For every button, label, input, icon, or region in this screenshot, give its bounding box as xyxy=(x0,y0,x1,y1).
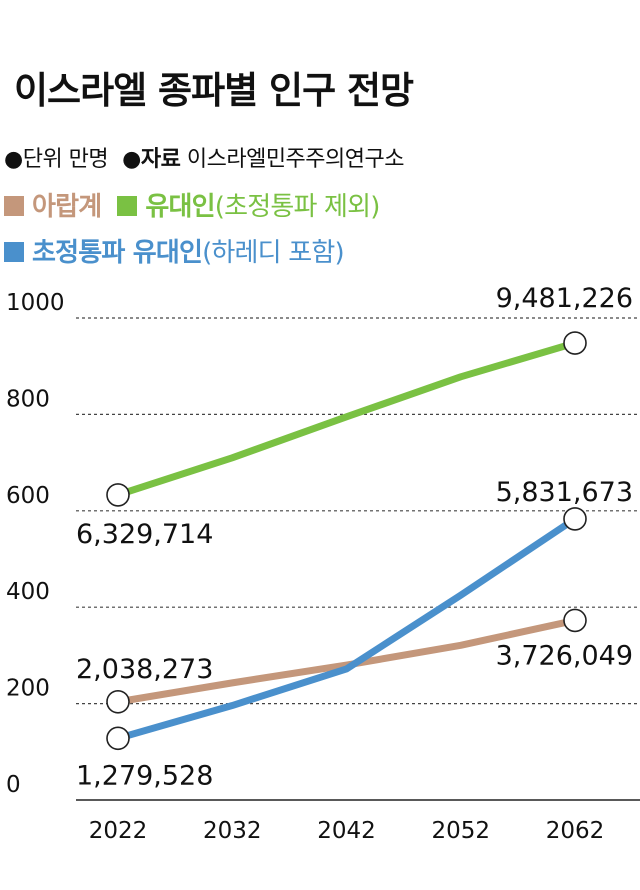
y-tick-label-800: 800 xyxy=(6,386,50,412)
source-text: 이스라엘민주주의연구소 xyxy=(186,147,405,172)
legend-label-jewish: 유대인 xyxy=(145,192,215,222)
legend-swatch-arab xyxy=(4,196,24,216)
unit-bullet: ● xyxy=(4,147,23,172)
marker-start-arab xyxy=(106,689,130,714)
y-tick-label-400: 400 xyxy=(6,579,50,605)
series-line-haredi xyxy=(114,515,579,742)
x-tick-label-2062: 2062 xyxy=(546,818,605,844)
x-tick-label-2032: 2032 xyxy=(203,818,262,844)
series-line-jewish xyxy=(114,339,579,499)
source-bullet: ● xyxy=(122,147,141,172)
unit-text: 단위 만명 xyxy=(22,147,109,172)
marker-start-jewish xyxy=(106,483,130,507)
y-axis-ticks: 0 200 400 600 800 1000 xyxy=(6,290,65,798)
legend-row-2: 초정통파 유대인(하레디 포함) xyxy=(4,232,345,269)
marker-start-haredi xyxy=(106,726,130,751)
x-tick-label-2022: 2022 xyxy=(89,818,148,844)
legend-swatch-jewish xyxy=(117,196,138,216)
data-label-end-arab: 3,726,049 xyxy=(496,640,633,671)
x-tick-label-2052: 2052 xyxy=(431,818,490,844)
y-tick-label-1000: 1000 xyxy=(6,290,65,316)
data-label-end-haredi: 5,831,673 xyxy=(496,477,633,508)
marker-end-arab xyxy=(563,608,587,633)
legend-qualifier-haredi: (하레디 포함) xyxy=(202,238,345,268)
legend-row-1: 아랍계 유대인(초정통파 제외) xyxy=(4,186,380,223)
data-labels: 2,038,273 3,726,049 6,329,714 9,481,226 1,27… xyxy=(76,283,633,791)
data-label-start-haredi: 1,279,528 xyxy=(76,760,213,791)
x-axis-ticks: 2022 2032 2042 2052 2062 xyxy=(89,818,605,844)
data-label-start-jewish: 6,329,714 xyxy=(76,519,213,550)
series-lines xyxy=(114,339,579,742)
y-tick-label-600: 600 xyxy=(6,483,50,509)
x-tick-label-2042: 2042 xyxy=(317,818,376,844)
chart-meta: ●단위 만명 ●자료 이스라엘민주주의연구소 xyxy=(4,141,405,173)
data-label-start-arab: 2,038,273 xyxy=(76,654,213,685)
chart-title: 이스라엘 종파별 인구 전망 xyxy=(14,69,414,112)
gridlines xyxy=(76,317,640,801)
data-label-end-jewish: 9,481,226 xyxy=(496,283,633,314)
legend-swatch-haredi xyxy=(4,242,24,262)
marker-end-haredi xyxy=(563,507,587,531)
legend-qualifier-jewish: (초정통파 제외) xyxy=(214,192,381,222)
series-markers xyxy=(106,331,587,751)
source-key: 자료 xyxy=(140,147,181,172)
y-tick-label-200: 200 xyxy=(6,676,50,702)
marker-end-jewish xyxy=(563,331,587,355)
y-tick-label-0: 0 xyxy=(6,772,21,798)
legend-label-arab: 아랍계 xyxy=(32,192,102,222)
legend-label-haredi: 초정통파 유대인 xyxy=(32,238,203,268)
